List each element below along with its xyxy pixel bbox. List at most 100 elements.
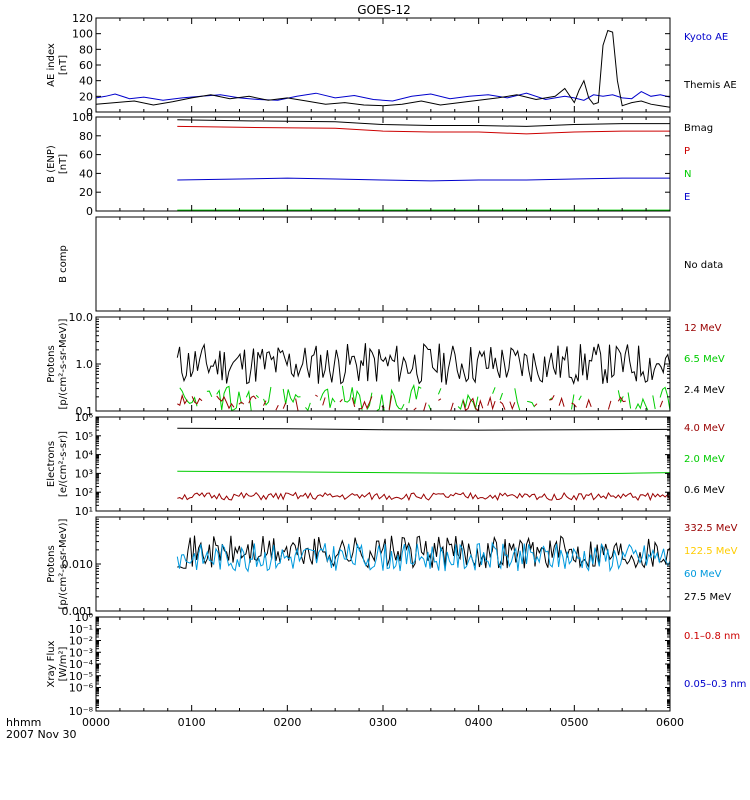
y-tick-label-electrons-1: 10²	[75, 486, 93, 499]
legend-electrons-0: 4.0 MeV	[684, 423, 725, 434]
series-protons1-1-seg-9	[341, 385, 363, 411]
series-protons1-2-seg-26	[558, 396, 565, 407]
x-tick-label-3: 0300	[369, 716, 397, 729]
y-tick-label-protons2-1: 0.010	[62, 558, 94, 571]
series-protons1-2-seg-5	[263, 400, 267, 406]
series-protons1-2-seg-9	[315, 394, 318, 397]
legend-protons1-2: 2.4 MeV	[684, 385, 725, 396]
series-protons1-2-seg-25	[549, 395, 555, 401]
legend-b-0: Bmag	[684, 123, 713, 134]
legend-protons1-1: 6.5 MeV	[684, 354, 725, 365]
y-axis-label-b-1: [nT]	[58, 154, 69, 174]
y-axis-label-bcomp-0: B comp	[58, 245, 69, 283]
series-protons1-1-seg-27	[652, 395, 656, 410]
series-protons1-1-seg-20	[526, 400, 535, 408]
series-protons1-1-seg-19	[514, 388, 521, 411]
series-protons1-2-seg-17	[423, 402, 427, 411]
y-tick-label-ae-1: 20	[79, 90, 93, 103]
y-tick-label-ae-2: 40	[79, 75, 93, 88]
no-data-label: No data	[684, 260, 723, 271]
y-axis-label-xray-0: Xray Flux	[46, 640, 57, 687]
series-protons1-2-seg-0	[177, 393, 188, 406]
y-axis-label-xray-1: [W/m²]	[58, 646, 69, 681]
legend-b-1: P	[684, 146, 690, 157]
y-axis-label-protons1-0: Protons	[46, 345, 57, 382]
legend-b-3: E	[684, 192, 690, 203]
panel-frame-xray	[95, 616, 671, 712]
x-tick-label-5: 0500	[560, 716, 588, 729]
series-protons1-2-seg-31	[659, 400, 664, 408]
series-protons1-2-seg-28	[585, 398, 592, 408]
panel-frame-bcomp	[95, 216, 671, 312]
series-protons1-1-seg-22	[571, 394, 575, 410]
x-tick-label-2: 0200	[273, 716, 301, 729]
series-protons1-2-seg-3	[238, 401, 245, 405]
y-tick-label-xray-3: 10⁻⁴	[69, 658, 94, 671]
series-protons1-1-seg-11	[376, 394, 385, 412]
plot-date: 2007 Nov 30	[6, 728, 76, 741]
series-protons1-1-seg-7	[305, 402, 311, 412]
series-ae-1	[95, 29, 671, 108]
series-protons1-2-seg-6	[275, 404, 279, 411]
series-b-3	[177, 177, 670, 182]
y-tick-label-xray-5: 10⁻²	[69, 635, 93, 648]
legend-protons1-0: 12 MeV	[684, 323, 722, 334]
y-axis-label-ae-1: [nT]	[58, 55, 69, 75]
legend-xray-1: 0.05–0.3 nm	[684, 679, 746, 690]
y-tick-label-electrons-5: 10⁶	[75, 411, 94, 424]
series-protons1-1-seg-25	[627, 392, 632, 409]
y-axis-label-protons2-1: [p/(cm²-s-sr-MeV)]	[58, 518, 69, 609]
y-tick-label-protons1-1: 1.0	[76, 358, 94, 371]
series-protons1-1-seg-28	[659, 386, 671, 411]
series-protons1-1-seg-15	[437, 388, 442, 395]
x-tick-label-0: 0000	[82, 716, 110, 729]
series-protons1-2-seg-13	[359, 396, 373, 410]
y-tick-label-b-1: 20	[79, 186, 93, 199]
y-tick-label-electrons-4: 10⁵	[75, 430, 93, 443]
series-protons1-2-seg-4	[248, 395, 257, 404]
panel-electrons: 10¹ 10² 10³ 10⁴ 10⁵ 10⁶ Electrons [e/(cm²-s-sr)…	[46, 411, 725, 518]
y-axis-label-electrons-0: Electrons	[46, 441, 57, 487]
y-tick-label-xray-4: 10⁻³	[69, 646, 93, 659]
series-protons1-1-seg-4	[255, 394, 259, 398]
y-axis-label-electrons-1: [e/(cm²-s-sr)]	[58, 431, 69, 497]
y-tick-label-electrons-3: 10⁴	[75, 449, 94, 462]
series-protons1-2-seg-21	[487, 395, 496, 411]
y-tick-label-xray-0: 10⁻⁸	[69, 705, 94, 718]
series-protons1-1-seg-3	[245, 389, 252, 411]
legend-ae-1: Themis AE	[683, 80, 737, 91]
x-axis-label: hhmm	[6, 716, 41, 729]
series-protons1-2-seg-20	[462, 397, 484, 412]
series-protons1-2-seg-10	[322, 397, 326, 406]
series-protons1-2-seg-27	[571, 402, 577, 408]
y-tick-label-electrons-2: 10³	[75, 467, 93, 480]
series-protons1-1-seg-0	[179, 387, 198, 407]
series-protons1-2-seg-18	[438, 398, 442, 401]
series-protons1-2-seg-23	[509, 401, 516, 411]
series-protons1-2-seg-30	[617, 396, 626, 403]
y-tick-label-protons1-2: 10.0	[69, 311, 94, 324]
y-tick-label-b-4: 80	[79, 130, 93, 143]
series-protons1-1-seg-1	[206, 390, 213, 398]
legend-protons2-3: 27.5 MeV	[684, 592, 731, 603]
series-b-0	[177, 119, 670, 127]
series-ae-0	[95, 91, 671, 102]
y-tick-label-xray-6: 10⁻¹	[69, 623, 93, 636]
series-protons1-1-seg-13	[408, 383, 422, 404]
panel-b: 0 20 40 60 80 100 B (ENP) [nT] Bmag P N E	[46, 111, 713, 218]
y-tick-label-protons2-0: 0.001	[62, 605, 94, 618]
y-tick-label-b-3: 60	[79, 149, 93, 162]
panel-frame-electrons	[95, 416, 671, 512]
legend-protons2-2: 60 MeV	[684, 569, 722, 580]
series-protons1-1-seg-12	[388, 388, 405, 410]
panel-protons2: 0.001 0.010 Protons [p/(cm²-s-sr-MeV)] 332.5…	[46, 516, 738, 618]
y-tick-label-xray-7: 10⁰	[75, 611, 94, 624]
series-protons1-2-seg-2	[216, 395, 235, 410]
series-protons1-1-seg-8	[319, 388, 336, 408]
y-axis-label-protons1-1: [p/(cm²-s-sr-MeV)]	[58, 318, 69, 409]
series-protons1-1-seg-6	[282, 388, 301, 405]
y-axis-label-b-0: B (ENP)	[46, 145, 57, 183]
series-protons1-2-seg-8	[295, 398, 299, 411]
